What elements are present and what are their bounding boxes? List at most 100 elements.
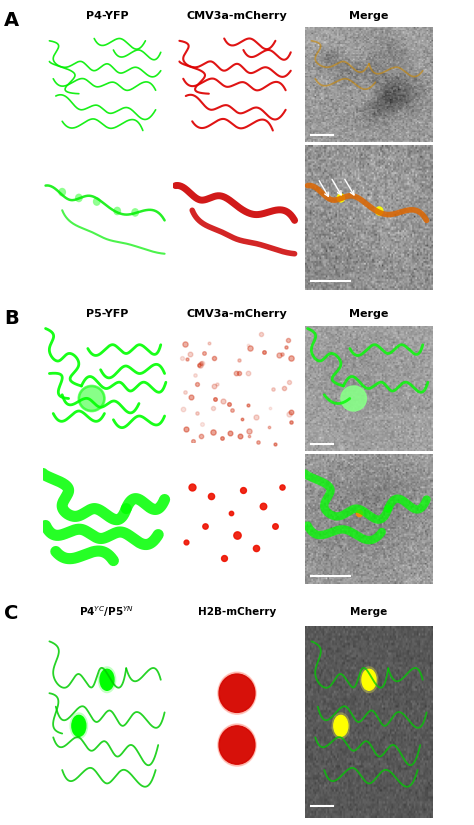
Point (233, 528, 241, 541)
Circle shape (59, 188, 65, 196)
Point (287, 406, 295, 419)
Point (259, 499, 266, 512)
Text: P4-YFP: P4-YFP (86, 11, 128, 21)
Point (260, 345, 267, 358)
Point (205, 336, 213, 349)
Point (253, 541, 260, 554)
Circle shape (341, 386, 366, 411)
Point (209, 401, 217, 414)
Point (227, 506, 234, 519)
Point (178, 351, 185, 365)
Circle shape (114, 207, 120, 214)
Point (233, 366, 240, 380)
Point (236, 430, 244, 443)
Point (198, 417, 206, 431)
Point (201, 519, 209, 532)
Ellipse shape (219, 674, 255, 713)
Text: H2B-mCherry: H2B-mCherry (198, 607, 276, 617)
Ellipse shape (219, 726, 255, 764)
Point (211, 380, 219, 393)
Circle shape (79, 386, 104, 411)
Point (197, 430, 204, 443)
Point (266, 402, 273, 415)
Text: Merge: Merge (349, 11, 389, 21)
Point (213, 378, 221, 391)
Ellipse shape (218, 724, 256, 766)
Text: P5-YFP: P5-YFP (86, 309, 128, 319)
Point (208, 489, 215, 502)
Point (240, 483, 247, 497)
Point (226, 426, 234, 439)
Point (191, 368, 199, 381)
Text: A: A (4, 11, 19, 30)
Circle shape (100, 669, 114, 691)
Point (180, 403, 187, 416)
Point (220, 551, 228, 564)
Point (211, 392, 219, 405)
Circle shape (362, 669, 376, 691)
Point (269, 383, 276, 396)
Point (245, 398, 252, 411)
Point (199, 356, 206, 370)
Point (200, 346, 208, 360)
Circle shape (72, 715, 86, 737)
Point (197, 356, 204, 370)
Point (284, 333, 292, 346)
Point (272, 437, 279, 450)
Point (246, 341, 254, 354)
Point (244, 338, 251, 351)
Circle shape (132, 209, 138, 216)
Point (210, 351, 218, 365)
Point (285, 375, 292, 389)
Point (219, 394, 227, 408)
Point (238, 412, 246, 426)
Point (252, 410, 259, 423)
Circle shape (337, 194, 345, 202)
Point (187, 390, 194, 403)
Point (246, 425, 253, 438)
Point (287, 351, 294, 365)
Point (287, 416, 295, 429)
Point (245, 430, 253, 443)
Point (181, 385, 189, 398)
Point (245, 367, 252, 380)
Point (255, 436, 262, 449)
Point (182, 535, 190, 549)
Point (209, 425, 217, 438)
Point (183, 352, 191, 365)
Text: Merge: Merge (350, 607, 388, 617)
Point (279, 347, 286, 361)
Point (188, 480, 196, 493)
Circle shape (76, 195, 82, 201)
Point (186, 347, 193, 361)
Point (275, 348, 283, 361)
Point (228, 403, 236, 417)
Point (190, 435, 197, 448)
Point (280, 381, 288, 394)
Point (257, 328, 265, 341)
Text: P4$^{YC}$/P5$^{YN}$: P4$^{YC}$/P5$^{YN}$ (80, 605, 135, 620)
Point (193, 377, 201, 390)
Point (282, 340, 290, 353)
Text: Merge: Merge (349, 309, 389, 319)
Ellipse shape (218, 672, 256, 714)
Point (355, 506, 363, 519)
Point (285, 408, 293, 421)
Point (195, 358, 203, 371)
Circle shape (93, 198, 100, 205)
Point (272, 519, 279, 532)
Point (193, 407, 201, 420)
Point (278, 480, 286, 493)
Point (218, 431, 226, 444)
Point (182, 422, 190, 436)
Point (225, 398, 233, 411)
Text: B: B (4, 309, 18, 328)
Point (197, 359, 204, 372)
Point (265, 420, 273, 433)
Text: C: C (4, 605, 18, 624)
Circle shape (376, 207, 383, 215)
Point (235, 366, 242, 380)
Point (236, 353, 243, 366)
Circle shape (334, 715, 348, 737)
Point (181, 337, 188, 351)
